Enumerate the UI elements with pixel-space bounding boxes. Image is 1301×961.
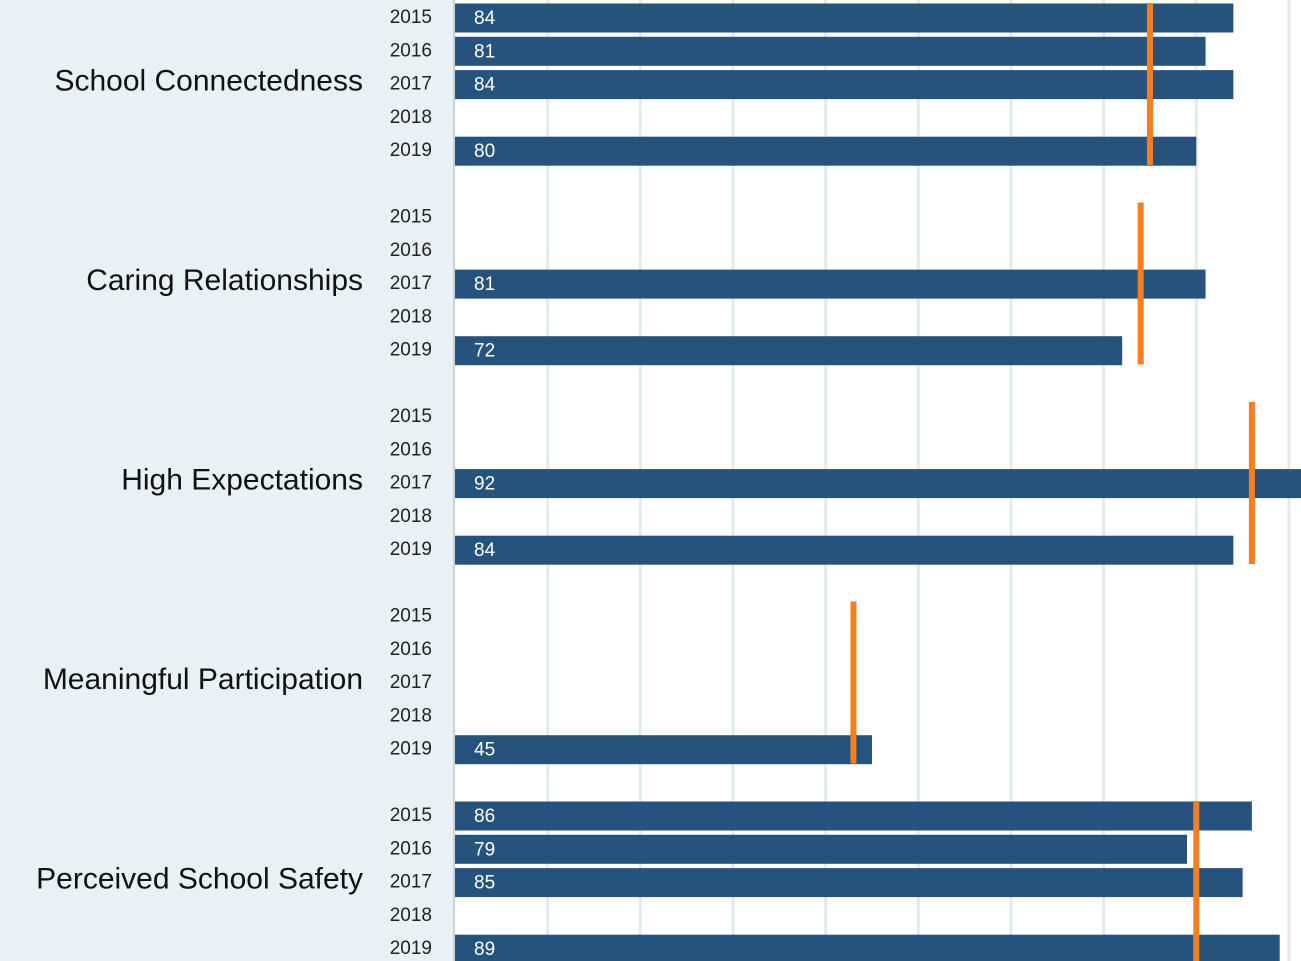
year-label: 2019 — [390, 140, 432, 161]
year-label: 2018 — [390, 506, 432, 527]
value-label: 84 — [474, 540, 496, 561]
bar — [455, 336, 1123, 366]
year-label: 2018 — [390, 107, 432, 128]
year-label: 2015 — [390, 7, 432, 28]
value-label: 86 — [474, 806, 495, 827]
value-label: 45 — [474, 740, 495, 761]
bar — [455, 868, 1243, 898]
year-label: 2016 — [390, 838, 432, 859]
year-label: 2018 — [390, 905, 432, 926]
year-label: 2017 — [390, 672, 432, 693]
year-label: 2017 — [390, 273, 432, 294]
group-label: High Expectations — [121, 464, 363, 497]
year-label: 2018 — [390, 705, 432, 726]
year-label: 2015 — [390, 207, 432, 228]
year-label: 2019 — [390, 340, 432, 361]
year-label: 2015 — [390, 805, 432, 826]
value-label: 81 — [474, 41, 495, 62]
bar — [455, 269, 1206, 299]
bar — [455, 136, 1197, 166]
value-label: 79 — [474, 839, 495, 860]
year-label: 2015 — [390, 606, 432, 627]
year-label: 2019 — [390, 739, 432, 760]
bar — [455, 70, 1234, 100]
year-label: 2016 — [390, 240, 432, 261]
value-label: 81 — [474, 274, 495, 295]
label-panel — [0, 0, 453, 961]
year-label: 2019 — [390, 938, 432, 959]
value-label: 72 — [474, 341, 495, 362]
bar — [455, 535, 1234, 565]
bar — [455, 3, 1234, 33]
bar — [455, 469, 1301, 499]
value-label: 89 — [474, 939, 495, 960]
group-label: Meaningful Participation — [43, 663, 363, 696]
year-label: 2019 — [390, 539, 432, 560]
year-label: 2016 — [390, 40, 432, 61]
year-label: 2015 — [390, 406, 432, 427]
group-label: Caring Relationships — [86, 264, 363, 297]
group-label: School Connectedness — [54, 65, 363, 98]
value-label: 92 — [474, 474, 495, 495]
bar — [455, 735, 872, 765]
bar — [455, 934, 1280, 961]
value-label: 84 — [474, 75, 496, 96]
value-label: 80 — [474, 141, 495, 162]
year-label: 2018 — [390, 306, 432, 327]
group-label: Perceived School Safety — [36, 863, 363, 896]
year-label: 2017 — [390, 473, 432, 494]
bar — [455, 36, 1206, 66]
bar — [455, 834, 1188, 864]
value-label: 85 — [474, 873, 495, 894]
year-label: 2017 — [390, 74, 432, 95]
year-label: 2016 — [390, 439, 432, 460]
bar — [455, 801, 1252, 831]
value-label: 84 — [474, 8, 496, 29]
year-label: 2016 — [390, 639, 432, 660]
year-label: 2017 — [390, 872, 432, 893]
